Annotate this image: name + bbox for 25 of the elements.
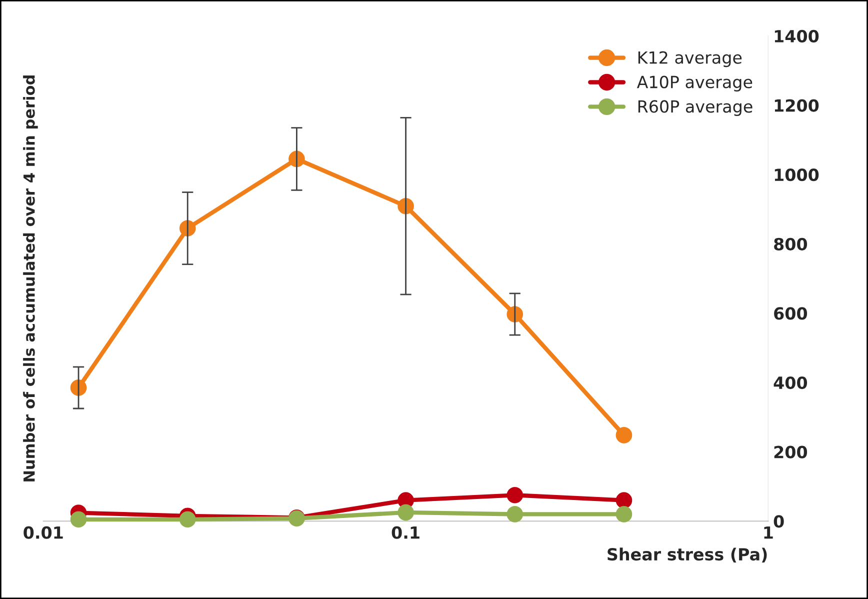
point <box>616 427 632 444</box>
y-tick-label: 1400 <box>774 30 819 43</box>
x-tick-label: 0.1 <box>392 526 420 539</box>
point <box>506 506 524 522</box>
legend-label: K12 average <box>638 51 742 68</box>
point <box>70 511 87 528</box>
y-tick-label: 1200 <box>774 99 819 112</box>
legend-label: A10P average <box>636 76 752 92</box>
point <box>179 511 196 528</box>
legend-label: R60P average <box>638 100 752 116</box>
y-tick-label: 800 <box>774 238 808 250</box>
y-tick-label: 200 <box>774 446 808 458</box>
x-axis-title: Shear stress (Pa) <box>608 548 767 563</box>
y-tick-label: 0 <box>774 515 784 528</box>
y-tick-label: 1000 <box>774 168 819 182</box>
y-axis-title: Number of cells accumulated over 4 min period <box>23 76 38 482</box>
point <box>616 506 632 522</box>
x-tick-label: 1 <box>764 526 773 539</box>
point <box>70 380 87 396</box>
point <box>616 492 632 508</box>
point <box>506 486 524 504</box>
y-tick-label: 400 <box>774 376 808 390</box>
point <box>398 504 414 521</box>
x-tick-label: 0.01 <box>24 526 63 539</box>
y-tick-label: 600 <box>774 307 808 320</box>
